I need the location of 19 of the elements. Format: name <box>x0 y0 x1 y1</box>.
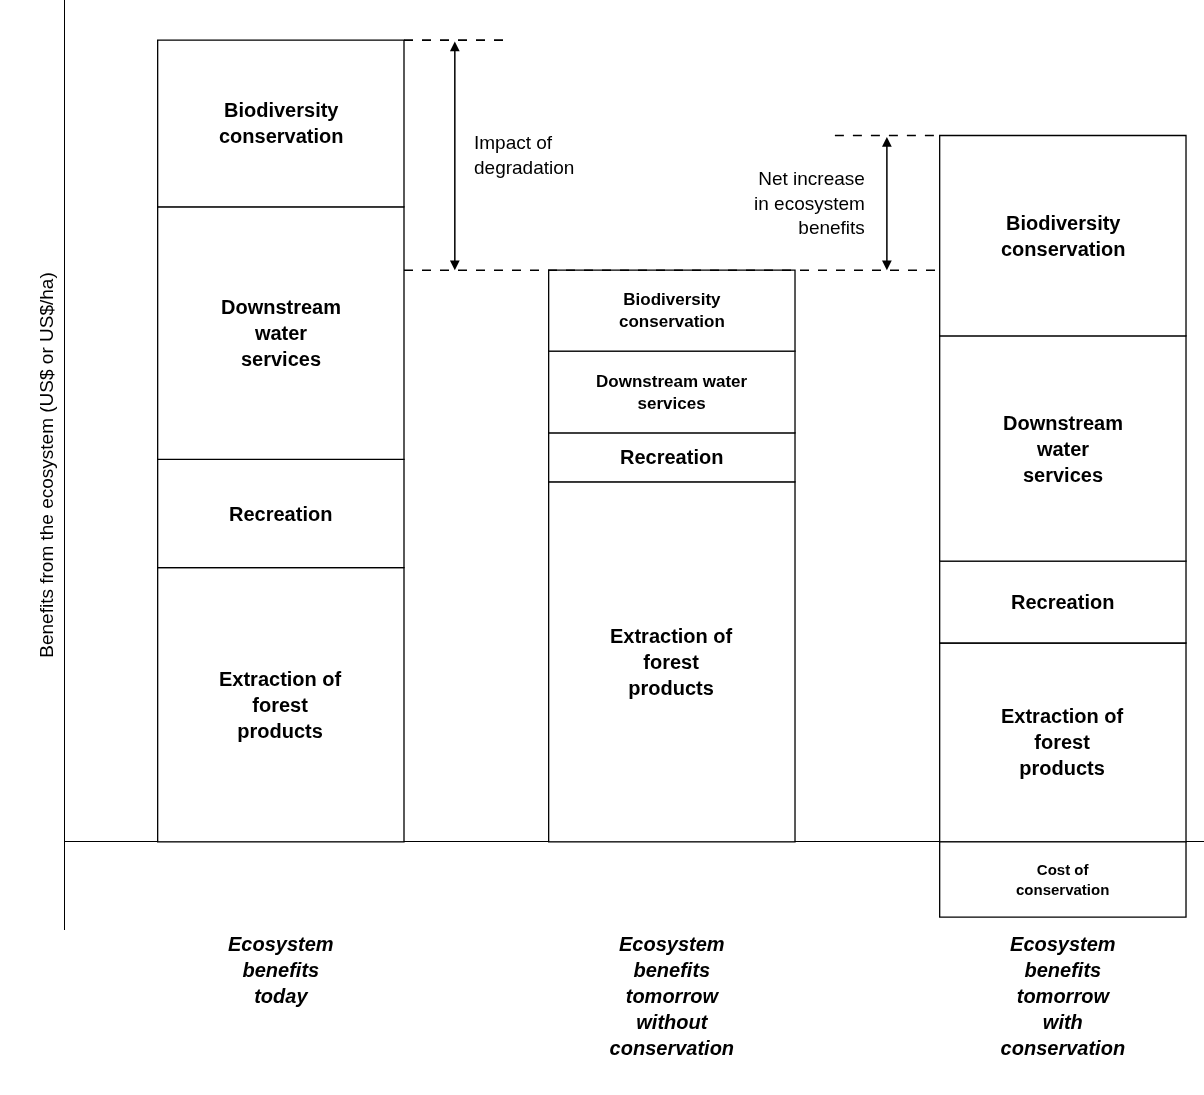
series-label: Biodiversity conservation <box>619 290 725 332</box>
x-tick-label: Ecosystem benefits tomorrow without conservation <box>609 933 735 1059</box>
text: Downstream water services <box>221 296 342 370</box>
x-tick-label: Ecosystem benefits tomorrow with conservation <box>1000 933 1126 1059</box>
text: Biodiversity conservation <box>1001 212 1126 260</box>
y-axis-title: Benefits from the ecosystem (US$ or US$/ha) <box>35 272 57 658</box>
series-label: Cost of conservation <box>1016 861 1110 898</box>
series-label: Recreation <box>620 446 724 468</box>
series-label: Downstream water services <box>596 372 748 414</box>
text: Recreation <box>229 503 333 525</box>
text: Extraction of forest products <box>610 625 733 699</box>
annotation: Net increase in ecosystem benefits <box>754 168 865 239</box>
annotation: Impact of degradation <box>474 132 575 178</box>
text: Downstream water services <box>1003 412 1124 486</box>
text: Biodiversity conservation <box>219 99 344 147</box>
text: Recreation <box>1011 591 1115 613</box>
x-tick-label: Ecosystem benefits today <box>228 933 334 1007</box>
series-label: Extraction of forest products <box>1001 705 1124 779</box>
text: Extraction of forest products <box>219 668 342 742</box>
